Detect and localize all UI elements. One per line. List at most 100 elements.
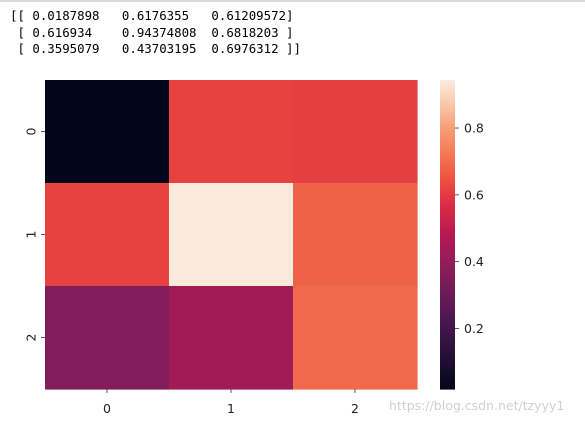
- row-tick-label: 0: [24, 127, 39, 135]
- heatmap-cell-2-2: [293, 286, 418, 390]
- colorbar-segment: [440, 290, 455, 294]
- column-tick-label: 2: [351, 401, 359, 416]
- heatmap-cells: [45, 80, 418, 390]
- colorbar-segment: [440, 219, 455, 223]
- colorbar-segment: [440, 373, 455, 378]
- colorbar-segment: [440, 382, 455, 387]
- colorbar-segment: [440, 194, 455, 199]
- colorbar-tick-label: 0.8: [464, 121, 484, 136]
- colorbar-segment: [440, 113, 455, 118]
- colorbar-segment: [440, 317, 455, 322]
- colorbar-segment: [440, 302, 455, 307]
- colorbar-segment: [440, 345, 455, 350]
- colorbar-segment: [440, 209, 455, 214]
- heatmap-cell-1-0: [45, 183, 170, 287]
- colorbar-segment: [440, 280, 455, 285]
- colorbar-segment: [440, 166, 455, 171]
- colorbar-segment: [440, 237, 455, 242]
- colorbar-segment: [440, 376, 455, 381]
- colorbar-segment: [440, 126, 455, 131]
- colorbar-segment: [440, 327, 455, 331]
- colorbar-segment: [440, 212, 455, 217]
- colorbar-segment: [440, 311, 455, 316]
- colorbar-segment: [440, 274, 455, 279]
- heatmap-cell-0-0: [45, 80, 170, 184]
- row-tick-label: 2: [24, 334, 39, 342]
- colorbar-segment: [440, 348, 455, 353]
- heatmap-cell-1-1: [169, 183, 294, 287]
- colorbar-segment: [440, 228, 455, 233]
- colorbar-segment: [440, 181, 455, 186]
- colorbar-segment: [440, 160, 455, 165]
- colorbar-segment: [440, 89, 455, 93]
- colorbar-segment: [440, 147, 455, 152]
- colorbar-segment: [440, 83, 455, 87]
- output-line: [ 0.616934 0.94374808 0.6818203 ]: [10, 24, 294, 40]
- colorbar-segment: [440, 259, 455, 263]
- row-tick-label: 1: [24, 231, 39, 239]
- colorbar-segment: [440, 249, 455, 254]
- colorbar-segment: [440, 358, 455, 362]
- colorbar-segment: [440, 80, 455, 84]
- colorbar-segment: [440, 268, 455, 273]
- row-tick-labels: 0 1 2: [24, 127, 45, 342]
- colorbar-segment: [440, 308, 455, 313]
- colorbar-segment: [440, 157, 455, 161]
- colorbar-segment: [440, 163, 455, 168]
- colorbar-segment: [440, 287, 455, 291]
- column-tick-labels: 0 1 2: [103, 389, 359, 416]
- colorbar-segment: [440, 277, 455, 282]
- colorbar-segment: [440, 86, 455, 90]
- output-line: [ 0.3595079 0.43703195 0.6976312 ]]: [10, 41, 301, 56]
- heatmap-cell-0-2: [293, 80, 418, 184]
- colorbar-segment: [440, 225, 455, 229]
- colorbar-segment: [440, 379, 455, 384]
- colorbar-segment: [440, 172, 455, 177]
- colorbar-segment: [440, 330, 455, 334]
- printed-array-output: [[ 0.0187898 0.6176355 0.61209572] [ 0.6…: [10, 8, 301, 58]
- colorbar-segment: [440, 324, 455, 328]
- colorbar-segment: [440, 200, 455, 205]
- colorbar-segment: [440, 314, 455, 319]
- colorbar-segment: [440, 178, 455, 183]
- heatmap-cell-2-1: [169, 286, 294, 390]
- colorbar-segment: [440, 123, 455, 127]
- colorbar-segment: [440, 355, 455, 359]
- colorbar-segment: [440, 234, 455, 239]
- colorbar-segment: [440, 222, 455, 226]
- column-tick-label: 1: [227, 401, 235, 416]
- colorbar-segment: [440, 262, 455, 266]
- colorbar-segment: [440, 138, 455, 143]
- colorbar-segment: [440, 265, 455, 270]
- colorbar-segment: [440, 120, 455, 124]
- colorbar-segment: [440, 151, 455, 155]
- colorbar-segment: [440, 333, 455, 338]
- colorbar-segment: [440, 321, 455, 325]
- colorbar-segment: [440, 98, 455, 103]
- colorbar-segment: [440, 367, 455, 372]
- colorbar-segment: [440, 385, 455, 390]
- heatmap-cell-0-1: [169, 80, 294, 184]
- cell-top-border: [0, 0, 585, 2]
- colorbar-segment: [440, 305, 455, 310]
- colorbar-segment: [440, 129, 455, 134]
- colorbar-segment: [440, 110, 455, 115]
- colorbar-segment: [440, 175, 455, 180]
- colorbar-segment: [440, 246, 455, 251]
- colorbar-segment: [440, 107, 455, 112]
- colorbar-segment: [440, 135, 455, 140]
- colorbar-segment: [440, 188, 455, 192]
- colorbar-segment: [440, 299, 455, 304]
- watermark-text: https://blog.csdn.net/tzyyy1: [389, 398, 565, 413]
- colorbar-segment: [440, 169, 455, 174]
- colorbar-segment: [440, 339, 455, 344]
- colorbar-segment: [440, 185, 455, 189]
- column-tick-label: 0: [103, 401, 111, 416]
- colorbar-tick-label: 0.2: [464, 321, 484, 336]
- colorbar-segment: [440, 104, 455, 109]
- colorbar: 0.2 0.4 0.6 0.8: [440, 80, 484, 390]
- colorbar-segment: [440, 240, 455, 245]
- colorbar-segment: [440, 117, 455, 121]
- output-line: [[ 0.0187898 0.6176355 0.61209572]: [10, 8, 294, 23]
